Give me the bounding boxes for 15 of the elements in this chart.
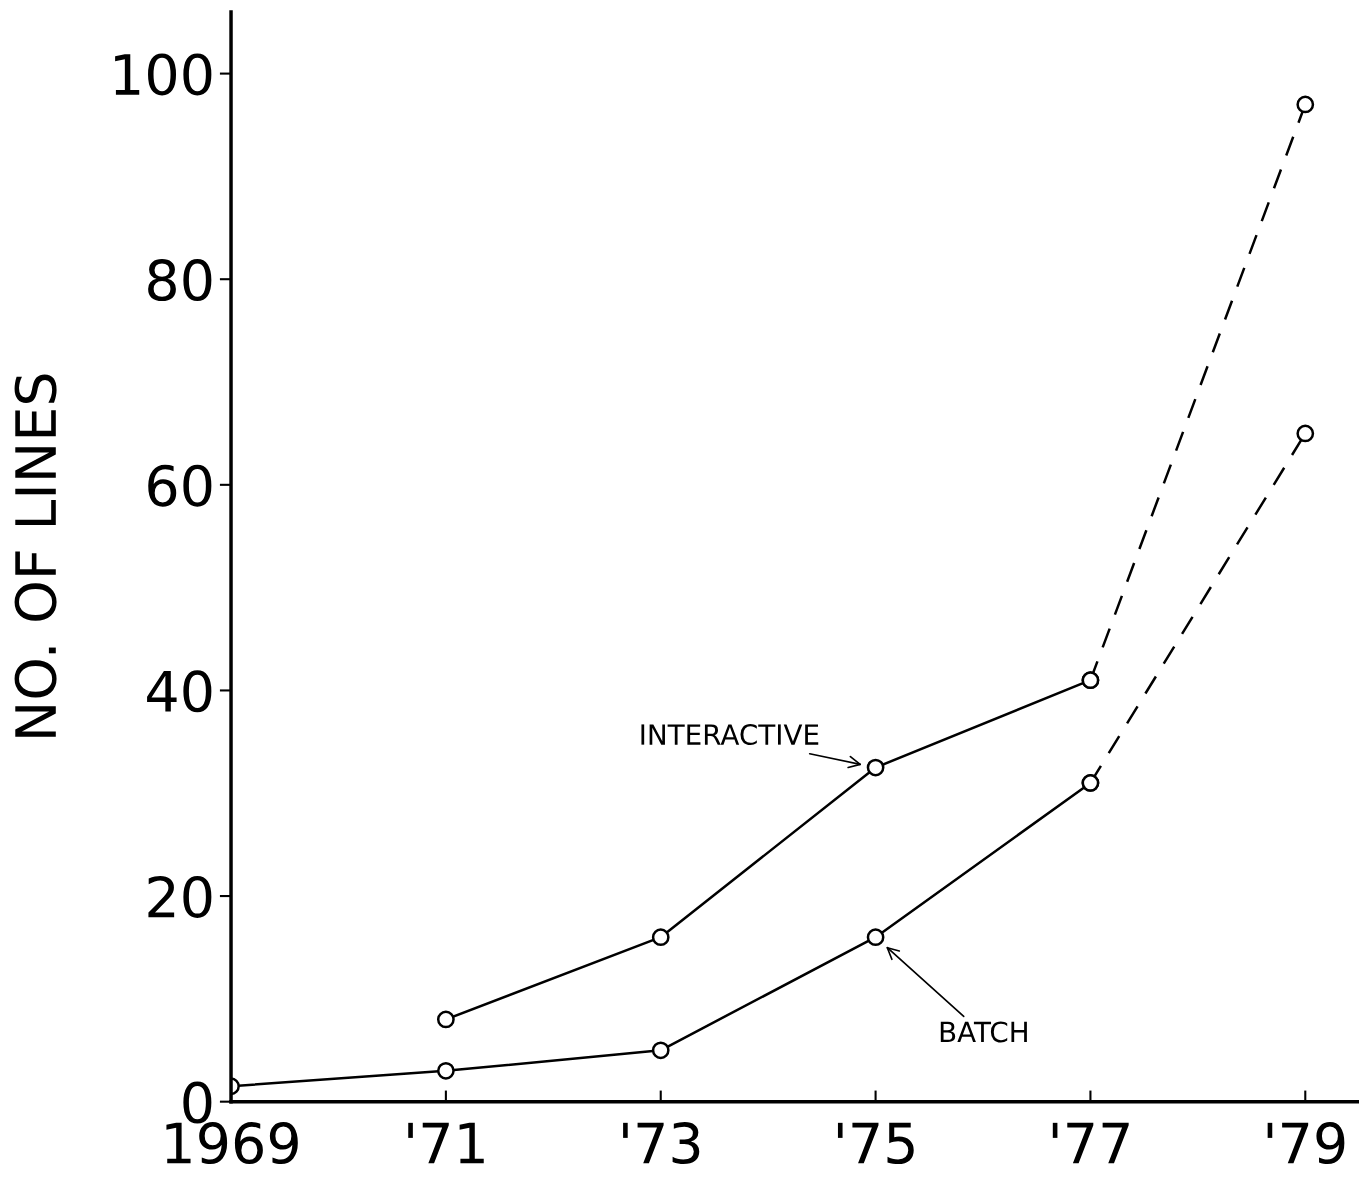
y-tick-label: 100: [115, 53, 212, 96]
x-tick-label: '77: [1052, 1122, 1129, 1164]
x-tick-label: '73: [623, 1122, 700, 1165]
y-tick-label: 40: [147, 670, 212, 713]
y-tick-label: 60: [148, 464, 212, 507]
x-tick-label: '79: [1267, 1122, 1345, 1165]
text: BATCH: [940, 1021, 1027, 1043]
y-tick-label: 20: [148, 875, 212, 918]
series-label: INTERACTIVE: [641, 724, 819, 746]
y-tick-label: 80: [148, 259, 212, 302]
y-axis-title: NO. OF LINES: [14, 374, 57, 737]
x-tick-label: 1969: [166, 1122, 298, 1165]
x-tick-label: '71: [408, 1122, 484, 1164]
x-tick-label: '75: [837, 1122, 914, 1165]
y-tick-label: 0: [183, 1081, 212, 1124]
